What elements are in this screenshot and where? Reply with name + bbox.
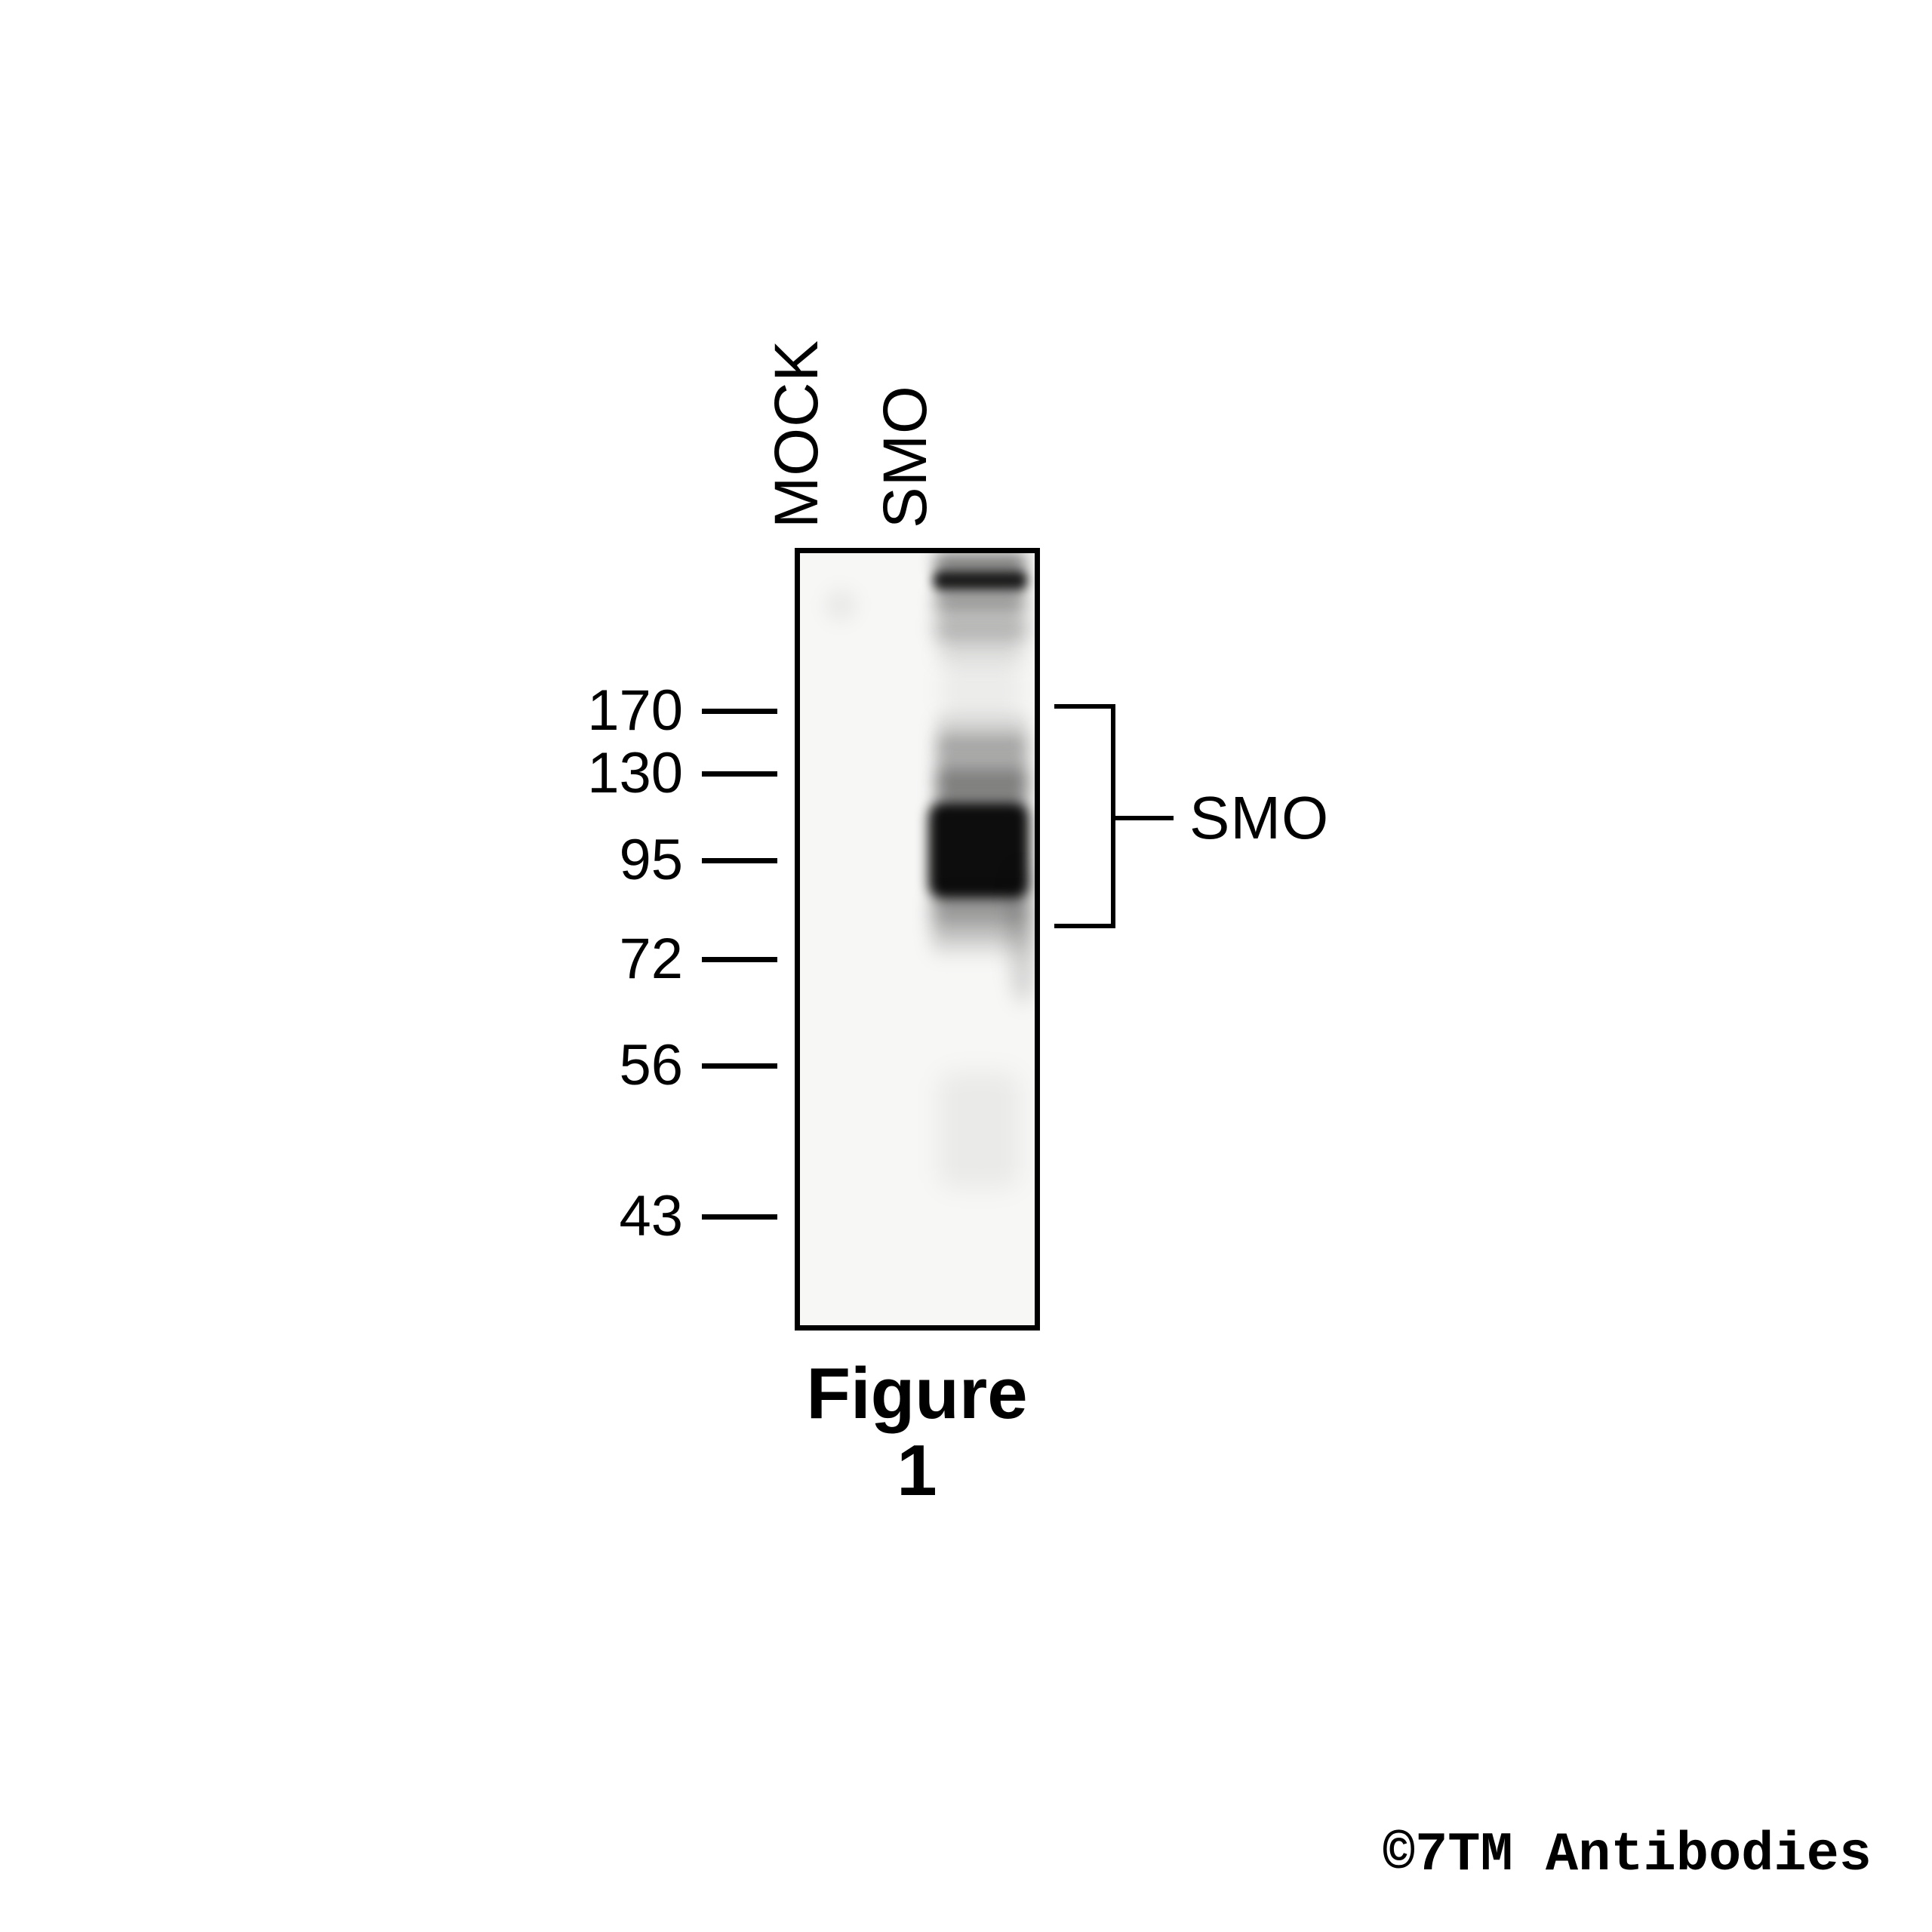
annotation-label-smo: SMO <box>1189 784 1330 851</box>
marker-tick-72 <box>702 956 777 962</box>
figure-caption: Figure 1 <box>806 1353 1028 1511</box>
marker-row-72: 72 <box>558 931 777 988</box>
bracket-top-arm <box>1054 704 1114 709</box>
bracket-mid-arm <box>1113 816 1174 820</box>
band-smo-top-cap-smear <box>934 553 1026 571</box>
marker-tick-43 <box>702 1214 777 1220</box>
blot-membrane <box>795 548 1040 1331</box>
bracket-bottom-arm <box>1054 924 1114 928</box>
marker-tick-170 <box>702 708 777 714</box>
band-smo-mid-stripe-1 <box>937 734 1026 755</box>
band-smo-mid-smear <box>936 713 1028 805</box>
marker-label-43: 43 <box>619 1184 683 1248</box>
marker-tick-95 <box>702 857 777 863</box>
marker-row-130: 130 <box>558 745 777 802</box>
band-smo-second-band-tail <box>937 643 1025 664</box>
marker-label-56: 56 <box>619 1033 683 1097</box>
marker-tick-130 <box>702 771 777 777</box>
marker-label-130: 130 <box>587 741 683 805</box>
band-smo-mid-stripe-2 <box>937 768 1026 791</box>
marker-label-72: 72 <box>619 927 683 991</box>
marker-tick-56 <box>702 1063 777 1069</box>
marker-label-95: 95 <box>619 828 683 892</box>
marker-row-43: 43 <box>558 1188 777 1245</box>
band-smo-main-band-tail <box>932 898 1027 960</box>
marker-row-56: 56 <box>558 1037 777 1094</box>
band-smo-high-mw-tail <box>934 591 1026 611</box>
band-mock-trace-smudge <box>824 589 857 622</box>
band-smo-connector-smear <box>940 664 1022 717</box>
band-smo-high-mw-dark <box>933 570 1028 591</box>
copyright-watermark: ©7TM Antibodies <box>1382 1824 1872 1886</box>
marker-row-95: 95 <box>558 832 777 889</box>
band-smo-low-mw-trace-smear <box>938 1072 1020 1189</box>
lane-label-smo: SMO <box>871 385 940 528</box>
band-smo-main-band <box>928 801 1029 900</box>
lane-label-mock: MOCK <box>762 340 831 528</box>
band-smo-faint-second-band <box>934 613 1028 643</box>
marker-row-170: 170 <box>558 682 777 740</box>
marker-label-170: 170 <box>587 678 683 743</box>
band-smo-right-edge-smudge <box>1010 868 1035 1004</box>
